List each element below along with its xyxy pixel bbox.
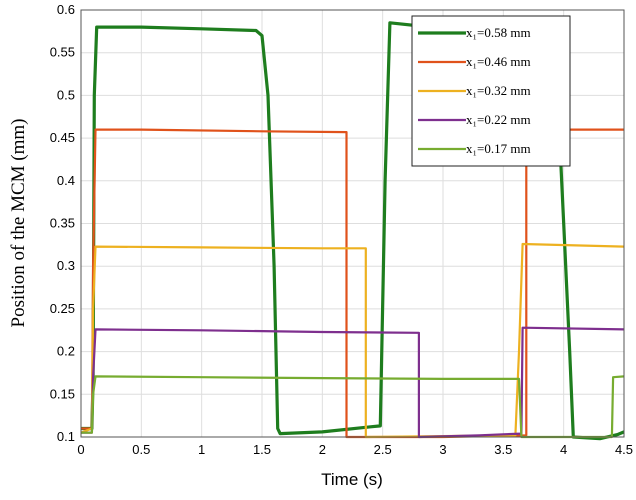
x-tick-label: 3.5	[494, 442, 512, 457]
x-tick-label: 2.5	[374, 442, 392, 457]
legend-entry: x₁=0.22 mm	[466, 112, 531, 127]
legend-entry: x₁=0.17 mm	[466, 141, 531, 156]
y-tick-labels: 0.1 0.15 0.2 0.25 0.3 0.35 0.4 0.45 0.5 0.55 0.6	[50, 2, 75, 444]
x-tick-label: 1	[198, 442, 205, 457]
x-tick-label: 4	[560, 442, 567, 457]
plot-frame	[80, 9, 625, 438]
y-tick-label: 0.55	[50, 45, 75, 60]
legend-entry: x₁=0.32 mm	[466, 83, 531, 98]
y-tick-label: 0.2	[57, 344, 75, 359]
y-tick-label: 0.45	[50, 130, 75, 145]
series-line-4	[81, 326, 625, 439]
x-tick-labels: 0 0.5 1 1.5 2 2.5 3 3.5 4 4.5	[77, 442, 633, 457]
series-line-2	[81, 128, 624, 439]
legend-entry: x₁=0.46 mm	[466, 54, 531, 69]
y-tick-label: 0.15	[50, 386, 75, 401]
y-tick-label: 0.25	[50, 301, 75, 316]
legend-entry: x₁=0.58 mm	[466, 25, 531, 40]
legend: x₁=0.58 mm x₁=0.46 mm x₁=0.32 mm x₁=0.22 mm…	[411, 15, 571, 167]
x-axis-label: Time (s)	[321, 470, 383, 489]
y-tick-label: 0.6	[57, 2, 75, 17]
legend-box	[411, 15, 571, 167]
x-tick-label: 0.5	[132, 442, 150, 457]
y-axis-label: Position of the MCM (mm)	[8, 118, 29, 327]
y-tick-label: 0.5	[57, 87, 75, 102]
x-tick-label: 2	[319, 442, 326, 457]
series-lines	[80, 21, 625, 441]
y-tick-label: 0.3	[57, 258, 75, 273]
series-line-3	[80, 242, 625, 439]
y-tick-label: 0.1	[57, 429, 75, 444]
x-tick-label: 0	[77, 442, 84, 457]
y-tick-label: 0.35	[50, 216, 75, 231]
x-tick-label: 1.5	[253, 442, 271, 457]
y-tick-label: 0.4	[57, 173, 75, 188]
x-tick-label: 3	[439, 442, 446, 457]
x-tick-label: 4.5	[615, 442, 633, 457]
